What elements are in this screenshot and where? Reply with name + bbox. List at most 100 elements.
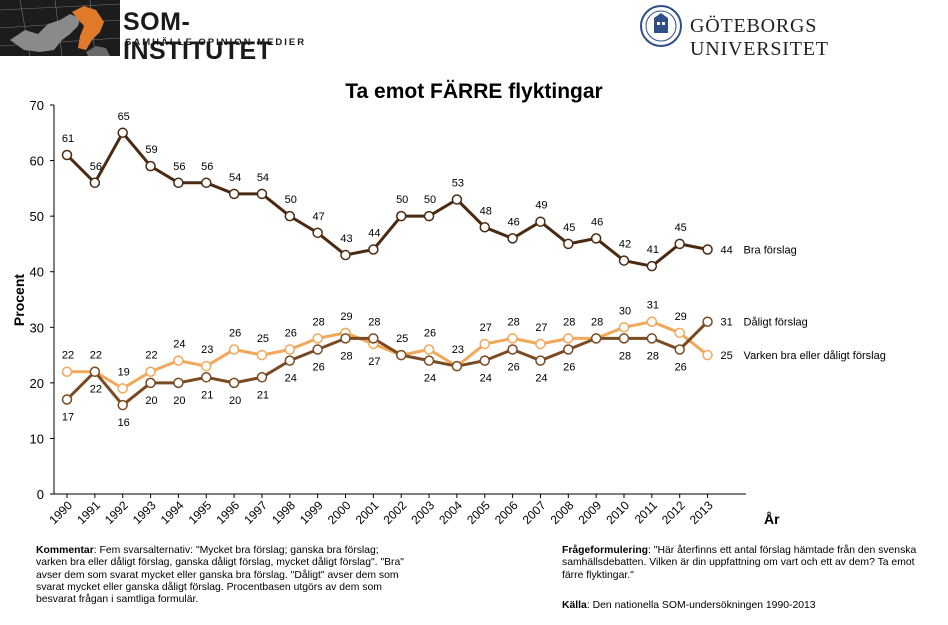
data-point bbox=[201, 177, 212, 189]
data-point bbox=[256, 188, 268, 200]
x-tick-label: 1994 bbox=[158, 498, 187, 527]
data-label: 56 bbox=[173, 161, 185, 173]
source-note: Källa: Den nationella SOM-undersökningen… bbox=[562, 600, 932, 612]
x-tick-label: 2010 bbox=[603, 498, 632, 527]
data-point bbox=[702, 349, 713, 361]
series-line bbox=[67, 320, 709, 390]
data-label: 54 bbox=[229, 172, 241, 184]
x-tick-label: 2004 bbox=[436, 498, 465, 527]
university-name: GÖTEBORGS UNIVERSITET bbox=[690, 15, 829, 60]
data-label: 43 bbox=[340, 233, 352, 245]
data-label: 28 bbox=[340, 350, 352, 362]
data-point bbox=[340, 333, 351, 344]
data-label: 28 bbox=[591, 316, 603, 328]
comment-label: Kommentar bbox=[36, 545, 94, 556]
data-label: 26 bbox=[563, 362, 575, 374]
data-point bbox=[618, 255, 630, 266]
x-axis-title: År bbox=[764, 511, 780, 527]
data-point bbox=[173, 377, 184, 389]
data-label: 27 bbox=[535, 322, 547, 334]
x-tick-label: 2013 bbox=[687, 498, 716, 527]
data-point bbox=[423, 355, 435, 366]
data-label: 23 bbox=[201, 344, 213, 356]
data-point bbox=[312, 333, 323, 344]
series-name-label: Bra förslag bbox=[744, 244, 797, 256]
data-point bbox=[674, 327, 685, 339]
data-label: 26 bbox=[313, 362, 325, 374]
data-label: 21 bbox=[201, 389, 213, 401]
y-tick-label: 20 bbox=[30, 376, 44, 391]
x-tick-label: 2009 bbox=[575, 498, 604, 527]
data-label: 25 bbox=[257, 333, 269, 345]
data-point bbox=[535, 338, 546, 350]
data-point bbox=[507, 344, 518, 355]
x-tick-label: 1999 bbox=[297, 498, 326, 527]
data-point bbox=[368, 333, 379, 344]
x-tick-label: 2007 bbox=[520, 498, 549, 527]
source-label: Källa bbox=[562, 600, 587, 611]
data-point bbox=[173, 177, 184, 189]
data-label: 31 bbox=[647, 300, 659, 312]
data-label: 20 bbox=[229, 395, 241, 407]
end-value-label: 44 bbox=[721, 244, 733, 256]
data-label: 28 bbox=[563, 316, 575, 328]
data-point bbox=[284, 344, 296, 355]
x-tick-label: 1998 bbox=[269, 498, 298, 527]
data-label: 20 bbox=[145, 395, 157, 407]
y-tick-label: 40 bbox=[30, 265, 44, 280]
data-point bbox=[702, 244, 713, 255]
university-seal-icon bbox=[640, 5, 682, 47]
data-label: 20 bbox=[173, 395, 185, 407]
series-line bbox=[65, 131, 708, 268]
data-point bbox=[89, 177, 101, 189]
series-line bbox=[65, 320, 709, 407]
data-label: 26 bbox=[285, 328, 297, 340]
data-point bbox=[145, 160, 156, 172]
x-tick-label: 2001 bbox=[353, 498, 382, 527]
data-point bbox=[117, 383, 128, 394]
x-tick-label: 2006 bbox=[492, 498, 521, 527]
y-axis-title: Procent bbox=[11, 274, 27, 326]
data-point bbox=[173, 355, 184, 366]
x-tick-label: 2003 bbox=[408, 498, 437, 527]
data-label: 46 bbox=[591, 216, 603, 228]
data-label: 50 bbox=[285, 194, 297, 206]
chart-lines bbox=[65, 131, 709, 407]
x-tick-label: 1991 bbox=[74, 498, 103, 527]
data-point bbox=[646, 260, 658, 272]
x-tick-label: 2011 bbox=[632, 498, 660, 526]
x-tick-label: 2005 bbox=[464, 498, 493, 527]
question-text: : "Här återfinns ett antal förslag hämta… bbox=[562, 545, 917, 581]
data-point bbox=[646, 316, 658, 327]
data-label: 26 bbox=[229, 328, 241, 340]
data-label: 21 bbox=[257, 389, 269, 401]
x-tick-label: 2012 bbox=[659, 498, 688, 527]
x-tick-label: 2002 bbox=[381, 498, 410, 527]
x-tick-label: 1996 bbox=[213, 498, 242, 527]
data-point bbox=[590, 233, 602, 244]
data-point bbox=[535, 216, 546, 227]
data-point bbox=[145, 366, 156, 377]
data-point bbox=[563, 238, 574, 250]
data-point bbox=[423, 210, 435, 222]
data-label: 24 bbox=[424, 373, 436, 385]
data-point bbox=[284, 210, 296, 222]
question-label: Frågeformulering bbox=[562, 545, 649, 556]
comment-note: Kommentar: Fem svarsalternativ: "Mycket … bbox=[36, 545, 406, 606]
data-point bbox=[228, 344, 240, 355]
series-name-label: Dåligt förslag bbox=[744, 317, 808, 329]
data-point bbox=[451, 360, 463, 372]
data-point bbox=[201, 372, 212, 383]
x-tick-label: 1993 bbox=[130, 498, 159, 527]
series-name-label: Varken bra eller dåligt förslag bbox=[744, 350, 886, 362]
data-label: 50 bbox=[424, 194, 436, 206]
data-point bbox=[563, 333, 574, 344]
data-point bbox=[479, 222, 490, 233]
data-point bbox=[61, 394, 73, 405]
data-point bbox=[312, 344, 323, 355]
source-text: : Den nationella SOM-undersökningen 1990… bbox=[586, 600, 816, 611]
data-label: 28 bbox=[647, 350, 659, 362]
data-label: 48 bbox=[480, 205, 492, 217]
data-point bbox=[479, 338, 490, 350]
